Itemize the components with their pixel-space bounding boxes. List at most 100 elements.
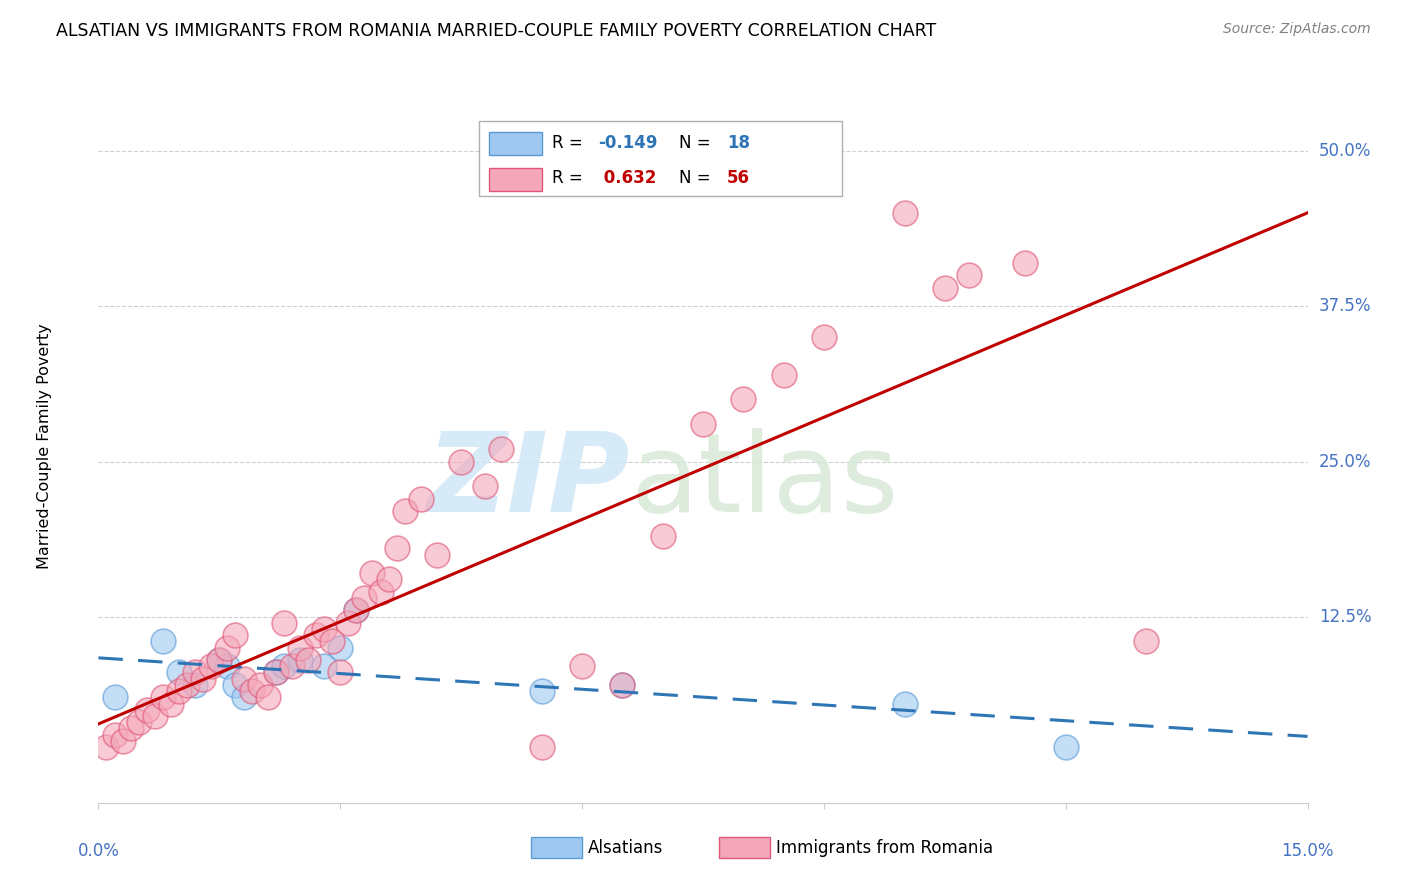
Point xyxy=(344,603,367,617)
Point xyxy=(394,504,416,518)
Point xyxy=(135,703,157,717)
FancyBboxPatch shape xyxy=(489,132,543,155)
Point xyxy=(152,634,174,648)
Point xyxy=(96,739,118,754)
Text: 50.0%: 50.0% xyxy=(1319,142,1371,161)
Text: Immigrants from Romania: Immigrants from Romania xyxy=(776,838,993,856)
Text: 25.0%: 25.0% xyxy=(1319,452,1371,470)
Point xyxy=(1135,634,1157,648)
Point xyxy=(314,622,336,636)
Point xyxy=(612,678,634,692)
Point xyxy=(281,659,304,673)
Point xyxy=(329,665,352,680)
Point xyxy=(249,678,271,692)
Point xyxy=(167,665,190,680)
Point xyxy=(184,665,207,680)
Point xyxy=(256,690,278,705)
Point xyxy=(321,634,343,648)
Point xyxy=(893,206,915,220)
Point xyxy=(957,268,980,283)
Text: -0.149: -0.149 xyxy=(598,134,657,152)
Point xyxy=(1014,256,1036,270)
Text: ZIP: ZIP xyxy=(427,428,630,535)
Text: N =: N = xyxy=(679,134,716,152)
Point xyxy=(474,479,496,493)
Point xyxy=(288,653,311,667)
Point xyxy=(893,697,915,711)
FancyBboxPatch shape xyxy=(479,121,842,196)
Point xyxy=(273,659,295,673)
Point xyxy=(385,541,408,556)
Point xyxy=(288,640,311,655)
Point xyxy=(103,727,125,741)
Point xyxy=(193,672,215,686)
Point xyxy=(111,733,134,747)
Point xyxy=(232,672,254,686)
Point xyxy=(103,690,125,705)
Text: atlas: atlas xyxy=(630,428,898,535)
Text: 18: 18 xyxy=(727,134,751,152)
Point xyxy=(530,684,553,698)
Text: ALSATIAN VS IMMIGRANTS FROM ROMANIA MARRIED-COUPLE FAMILY POVERTY CORRELATION CH: ALSATIAN VS IMMIGRANTS FROM ROMANIA MARR… xyxy=(56,22,936,40)
Point xyxy=(232,690,254,705)
Point xyxy=(264,665,287,680)
Point xyxy=(240,684,263,698)
Point xyxy=(530,739,553,754)
Text: N =: N = xyxy=(679,169,716,187)
Point xyxy=(491,442,513,456)
Point xyxy=(160,697,183,711)
Point xyxy=(370,584,392,599)
Point xyxy=(934,281,956,295)
Point xyxy=(377,573,399,587)
Point xyxy=(813,330,835,344)
Point xyxy=(176,678,198,692)
Point xyxy=(184,678,207,692)
Point xyxy=(353,591,375,605)
Point xyxy=(120,722,142,736)
Point xyxy=(200,659,222,673)
Point xyxy=(217,640,239,655)
Point xyxy=(733,392,755,407)
Point xyxy=(224,628,246,642)
Point xyxy=(450,454,472,468)
Point xyxy=(361,566,384,581)
Point xyxy=(305,628,328,642)
Text: 15.0%: 15.0% xyxy=(1281,842,1334,860)
Point xyxy=(224,678,246,692)
FancyBboxPatch shape xyxy=(489,168,543,191)
Point xyxy=(217,659,239,673)
FancyBboxPatch shape xyxy=(531,837,582,858)
Text: 56: 56 xyxy=(727,169,751,187)
Text: Alsatians: Alsatians xyxy=(588,838,664,856)
Text: 12.5%: 12.5% xyxy=(1319,607,1371,625)
Point xyxy=(651,529,673,543)
Text: 0.632: 0.632 xyxy=(598,169,657,187)
Text: Married-Couple Family Poverty: Married-Couple Family Poverty xyxy=(37,323,52,569)
Text: Source: ZipAtlas.com: Source: ZipAtlas.com xyxy=(1223,22,1371,37)
Text: R =: R = xyxy=(551,169,588,187)
Point xyxy=(409,491,432,506)
Point xyxy=(344,603,367,617)
Text: 0.0%: 0.0% xyxy=(77,842,120,860)
Point xyxy=(208,653,231,667)
Point xyxy=(612,678,634,692)
Point xyxy=(297,653,319,667)
FancyBboxPatch shape xyxy=(718,837,769,858)
Point xyxy=(128,715,150,730)
Point xyxy=(167,684,190,698)
Point xyxy=(208,653,231,667)
Point xyxy=(273,615,295,630)
Point xyxy=(314,659,336,673)
Point xyxy=(152,690,174,705)
Point xyxy=(143,709,166,723)
Point xyxy=(772,368,794,382)
Point xyxy=(1054,739,1077,754)
Point xyxy=(329,640,352,655)
Point xyxy=(426,548,449,562)
Point xyxy=(264,665,287,680)
Text: R =: R = xyxy=(551,134,588,152)
Point xyxy=(692,417,714,432)
Point xyxy=(337,615,360,630)
Point xyxy=(571,659,593,673)
Text: 37.5%: 37.5% xyxy=(1319,297,1371,316)
